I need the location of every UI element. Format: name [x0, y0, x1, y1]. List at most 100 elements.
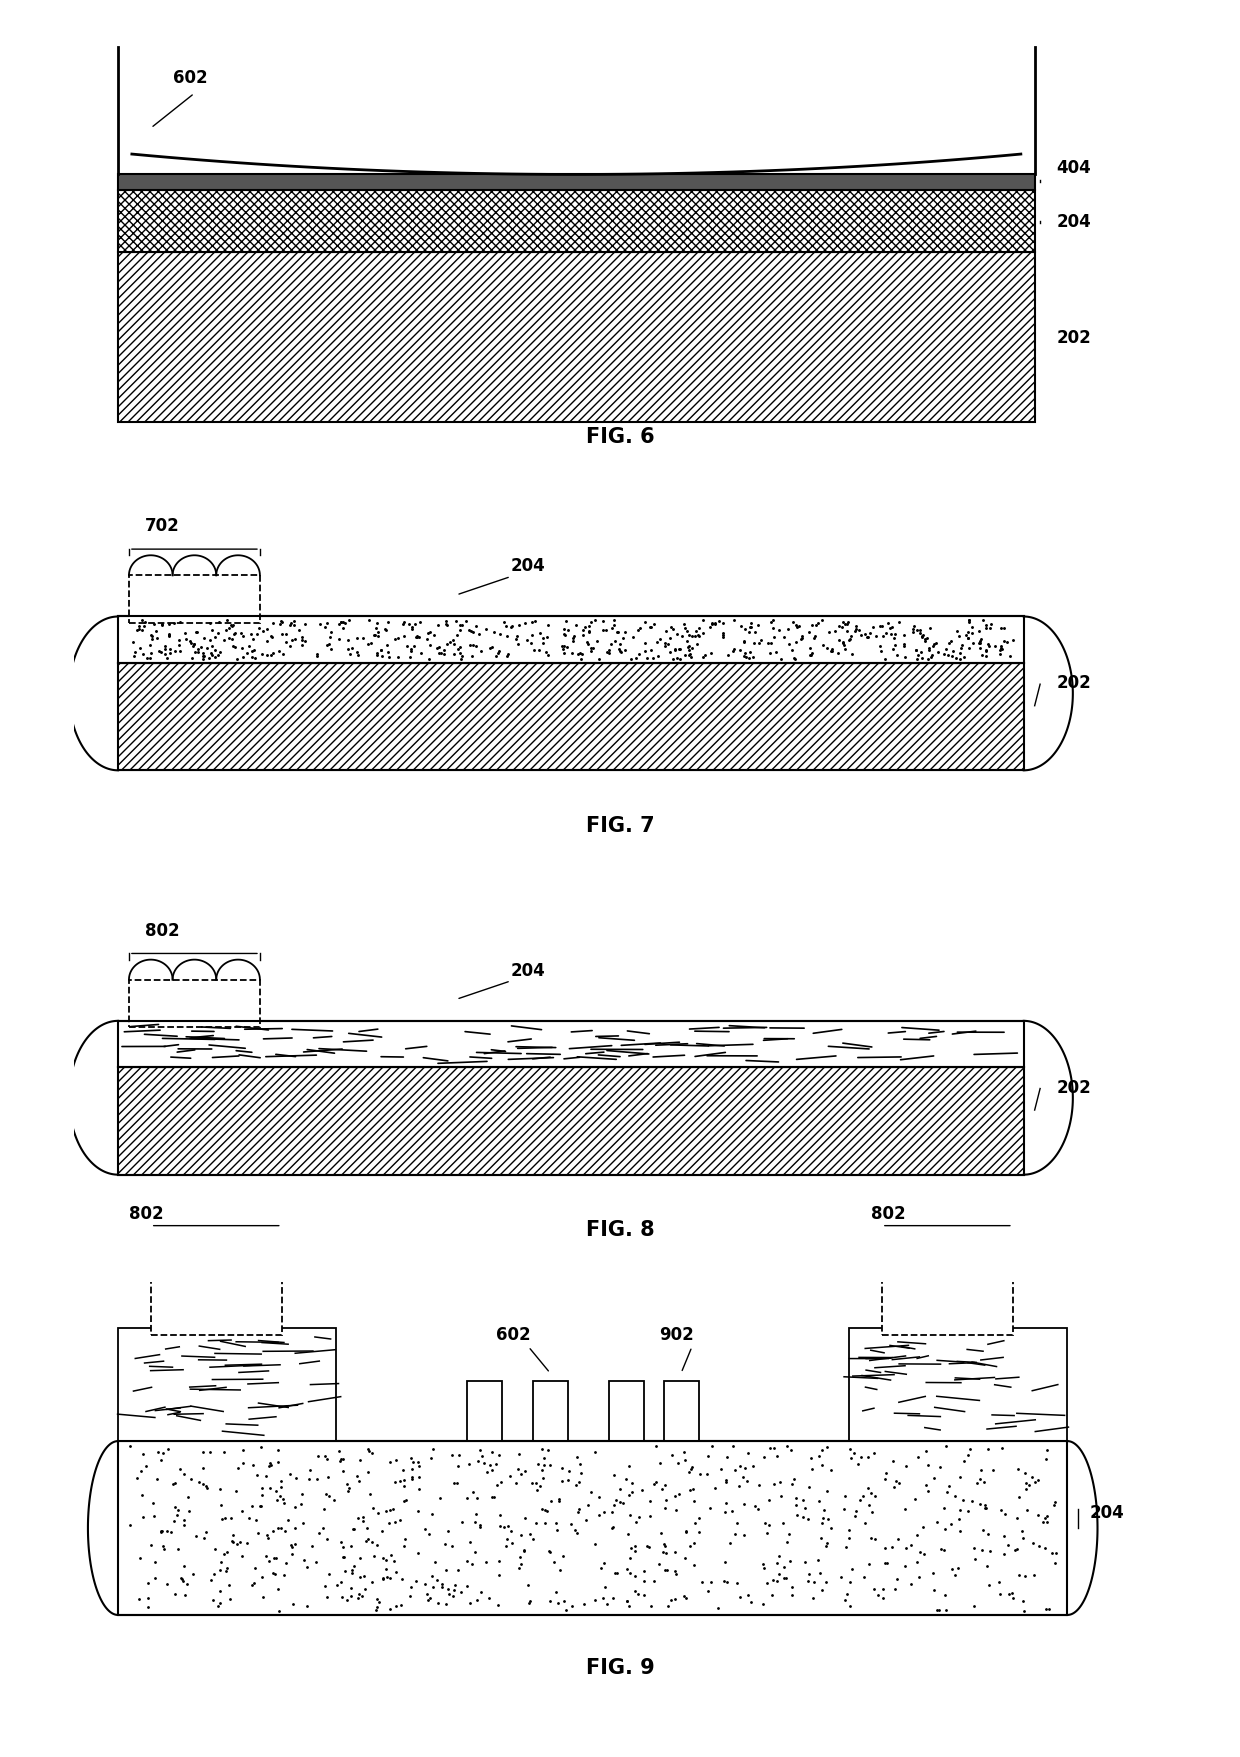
Point	[366, 1595, 386, 1623]
Point	[131, 1457, 151, 1485]
Text: 204: 204	[511, 961, 546, 979]
Point	[1037, 1435, 1056, 1464]
Point	[1019, 1471, 1039, 1499]
Point	[723, 1432, 743, 1460]
Point	[737, 643, 756, 671]
Point	[181, 629, 201, 657]
Point	[383, 1495, 403, 1523]
Point	[502, 1529, 522, 1557]
Point	[436, 611, 456, 640]
Point	[976, 611, 996, 640]
Point	[582, 1478, 601, 1506]
Point	[252, 1492, 272, 1520]
Point	[170, 608, 190, 636]
Point	[291, 1479, 311, 1508]
Point	[453, 1508, 472, 1536]
Point	[686, 624, 706, 652]
Bar	[118, 1021, 1024, 1068]
Point	[306, 1548, 326, 1576]
Point	[620, 1451, 640, 1479]
Point	[763, 615, 782, 643]
Point	[467, 1587, 487, 1615]
Point	[651, 1518, 671, 1546]
Point	[970, 1490, 990, 1518]
Point	[356, 1576, 376, 1604]
Point	[675, 1446, 694, 1474]
Point	[415, 1571, 435, 1599]
Point	[734, 627, 754, 655]
Point	[677, 618, 697, 647]
Point	[1008, 1455, 1028, 1483]
Point	[918, 647, 937, 675]
Point	[552, 1453, 572, 1481]
Point	[835, 631, 854, 659]
Point	[683, 1551, 703, 1580]
Point	[202, 1587, 222, 1615]
Point	[811, 1523, 831, 1551]
Point	[350, 1564, 370, 1592]
Point	[498, 641, 518, 669]
Point	[553, 636, 573, 664]
Point	[749, 611, 769, 640]
Point	[352, 1583, 372, 1611]
Point	[973, 606, 993, 634]
Point	[165, 1508, 185, 1536]
Point	[635, 638, 655, 666]
Point	[466, 613, 486, 641]
Point	[360, 1481, 379, 1509]
Point	[506, 1469, 526, 1497]
Point	[182, 645, 202, 673]
Point	[940, 629, 960, 657]
Point	[516, 610, 536, 638]
Point	[991, 1497, 1011, 1525]
Point	[336, 1557, 356, 1585]
Point	[482, 1457, 502, 1485]
Point	[702, 640, 722, 668]
Point	[734, 643, 754, 671]
Point	[831, 1564, 851, 1592]
Point	[232, 1541, 252, 1569]
Point	[150, 638, 170, 666]
Point	[718, 641, 738, 669]
Point	[800, 634, 820, 662]
Point	[971, 625, 991, 654]
Point	[379, 1509, 399, 1537]
Point	[616, 1587, 636, 1615]
Point	[861, 620, 880, 648]
Point	[919, 634, 939, 662]
Point	[273, 640, 293, 668]
Point	[367, 640, 387, 668]
Point	[151, 640, 171, 668]
Point	[878, 610, 898, 638]
Point	[714, 1548, 734, 1576]
Point	[846, 1502, 866, 1530]
Point	[384, 1508, 404, 1536]
Point	[854, 1564, 874, 1592]
Point	[573, 622, 593, 650]
Point	[676, 615, 696, 643]
Point	[539, 1451, 559, 1479]
Point	[448, 1557, 467, 1585]
Point	[687, 631, 707, 659]
Point	[252, 1474, 272, 1502]
Point	[1017, 1497, 1037, 1525]
Point	[604, 1513, 624, 1541]
Point	[464, 1478, 484, 1506]
Point	[666, 1560, 686, 1588]
Point	[367, 610, 387, 638]
Point	[937, 641, 957, 669]
Point	[992, 636, 1012, 664]
Point	[771, 645, 791, 673]
Point	[319, 1560, 339, 1588]
Point	[702, 610, 722, 638]
Point	[1037, 1508, 1056, 1536]
Point	[794, 1504, 813, 1532]
Point	[345, 1551, 365, 1580]
Point	[402, 1444, 422, 1472]
Point	[268, 1435, 288, 1464]
Point	[570, 645, 590, 673]
Point	[846, 617, 866, 645]
Point	[446, 622, 466, 650]
Point	[378, 608, 398, 636]
Point	[146, 617, 166, 645]
